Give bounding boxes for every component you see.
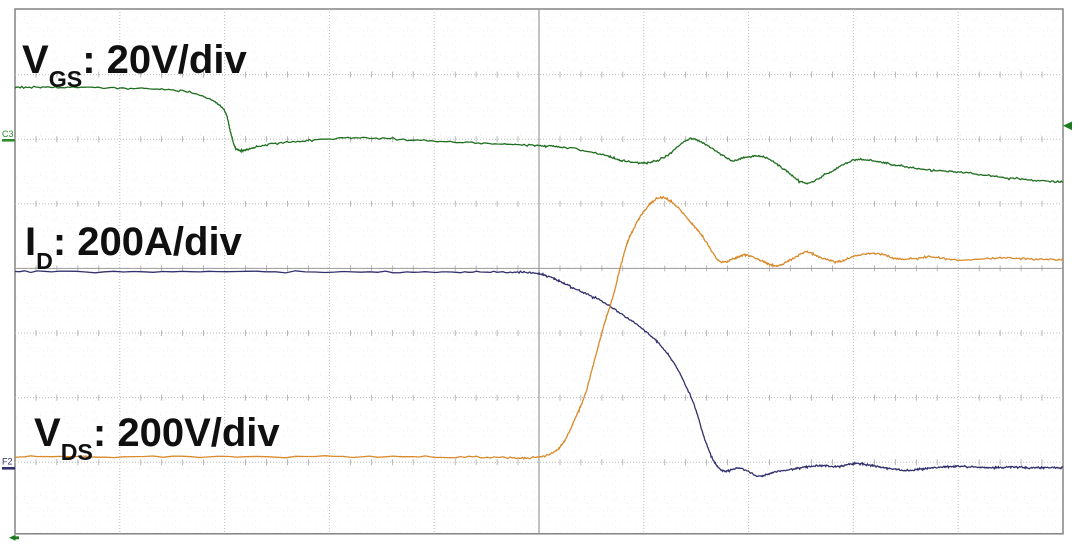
svg-text:C3: C3 <box>2 129 14 139</box>
svg-text:F2: F2 <box>2 457 13 467</box>
